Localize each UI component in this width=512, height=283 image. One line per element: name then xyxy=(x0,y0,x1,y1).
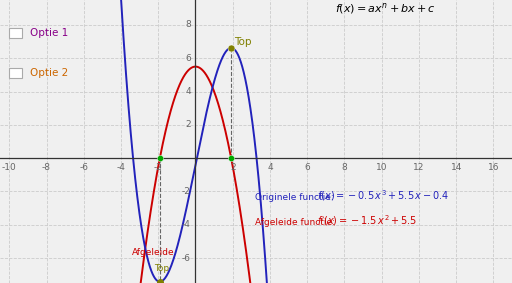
Text: -6: -6 xyxy=(79,163,88,172)
Text: 14: 14 xyxy=(451,163,462,172)
Text: Afgeleide functie:: Afgeleide functie: xyxy=(255,218,335,227)
Text: Originele functie:: Originele functie: xyxy=(255,193,334,202)
Text: -4: -4 xyxy=(117,163,125,172)
Text: 2: 2 xyxy=(230,163,236,172)
Text: -4: -4 xyxy=(182,220,191,229)
Text: Top: Top xyxy=(234,37,251,48)
Text: 10: 10 xyxy=(376,163,388,172)
Text: $f'(x) = -1.5\,x^2 + 5.5$: $f'(x) = -1.5\,x^2 + 5.5$ xyxy=(316,213,417,228)
Bar xyxy=(9,68,23,78)
Text: 8: 8 xyxy=(185,20,191,29)
Text: -8: -8 xyxy=(42,163,51,172)
Text: -2: -2 xyxy=(154,163,163,172)
Text: Optie 1: Optie 1 xyxy=(30,28,68,38)
Text: 6: 6 xyxy=(185,54,191,63)
Bar xyxy=(9,28,23,38)
Text: 16: 16 xyxy=(487,163,499,172)
Text: 4: 4 xyxy=(185,87,191,96)
Text: $f(x) = -0.5\,x^3 + 5.5\,x - 0.4$: $f(x) = -0.5\,x^3 + 5.5\,x - 0.4$ xyxy=(316,188,449,203)
Text: -10: -10 xyxy=(2,163,17,172)
Text: Top: Top xyxy=(154,264,169,273)
Text: 6: 6 xyxy=(304,163,310,172)
Text: Afgeleide: Afgeleide xyxy=(132,248,175,257)
Text: 12: 12 xyxy=(413,163,424,172)
Text: -2: -2 xyxy=(182,187,191,196)
Text: 4: 4 xyxy=(267,163,273,172)
Text: $f(x) = ax^n + bx + c$: $f(x) = ax^n + bx + c$ xyxy=(335,1,436,16)
Text: Optie 2: Optie 2 xyxy=(30,68,68,78)
Text: 8: 8 xyxy=(342,163,347,172)
Text: 2: 2 xyxy=(185,120,191,129)
Text: -6: -6 xyxy=(182,254,191,263)
